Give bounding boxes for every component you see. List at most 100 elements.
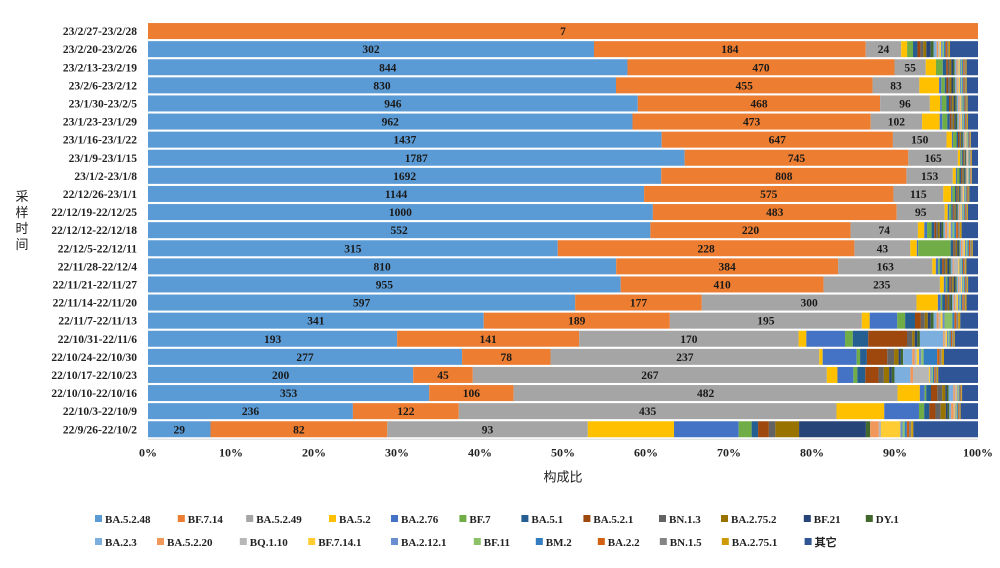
bar-segment (861, 312, 870, 329)
legend-swatch (329, 515, 336, 522)
bar-segment (955, 95, 957, 112)
bar-segment (902, 421, 905, 438)
bar-segment (958, 403, 959, 420)
bar-segment (919, 348, 922, 365)
bar-segment (952, 258, 954, 275)
bar-segment (946, 95, 950, 112)
bar-segment (148, 421, 211, 438)
bar-segment (945, 276, 948, 293)
bar-segment (397, 330, 580, 347)
legend-swatch (521, 515, 529, 522)
bar-segment (933, 312, 937, 329)
legend-label: BA.5.2.49 (256, 514, 302, 526)
bar-segment (969, 149, 971, 166)
bar-segment (957, 385, 959, 402)
bar-segment (949, 403, 952, 420)
x-tick-label: 10% (219, 445, 243, 459)
legend-label: DY.1 (876, 514, 899, 526)
bar-segment (966, 258, 978, 275)
bar-segment (943, 185, 952, 202)
data-label: 470 (752, 62, 770, 74)
legend-swatch (721, 515, 728, 522)
bar-segment (893, 185, 944, 202)
bar-segment (952, 294, 954, 311)
bar-segment (870, 113, 923, 130)
bar-segment (964, 185, 965, 202)
bar-segment (965, 131, 967, 148)
category-label: 22/10/10-22/10/16 (51, 388, 137, 400)
bar-segment (904, 421, 907, 438)
bar-segment (961, 95, 963, 112)
bar-segment (944, 330, 946, 347)
bar-segment (472, 366, 827, 383)
bar-segment (836, 403, 885, 420)
bar-segment (953, 258, 959, 275)
bar-segment (887, 348, 895, 365)
bar-segment (900, 421, 903, 438)
bar-segment (954, 59, 957, 76)
bar-segment (958, 204, 960, 221)
bar-segment (945, 222, 948, 239)
bar-segment (826, 366, 838, 383)
bar-segment (387, 421, 588, 438)
bar-segment (945, 403, 948, 420)
data-label: 200 (272, 370, 290, 382)
legend-swatch (459, 515, 467, 522)
bar-segment (959, 258, 961, 275)
bar-segment (650, 222, 851, 239)
legend-label: BA.2.12.1 (401, 537, 447, 549)
data-label: 115 (910, 189, 927, 201)
bar-segment (943, 330, 945, 347)
x-tick-label: 80% (800, 445, 824, 459)
bar-segment (949, 294, 951, 311)
bar-segment (852, 330, 869, 347)
bar-segment (969, 185, 978, 202)
bar-segment (956, 403, 958, 420)
bar-segment (954, 77, 957, 94)
bar-segment (968, 131, 970, 148)
bar-segment (352, 403, 459, 420)
bar-segment (738, 421, 752, 438)
bar-segment (958, 185, 959, 202)
bar-segment (950, 240, 954, 257)
bar-segment (960, 258, 962, 275)
data-label: 55 (904, 62, 916, 74)
data-label: 153 (921, 171, 939, 183)
data-label: 189 (568, 316, 586, 328)
category-label: 23/1/9-23/1/15 (69, 153, 138, 165)
category-label: 22/12/12-22/12/18 (51, 225, 137, 237)
bar-segment (947, 294, 950, 311)
bar-segment (462, 348, 551, 365)
bar-segment (917, 222, 925, 239)
bar-segment (956, 59, 958, 76)
data-label: 844 (379, 62, 397, 74)
data-label: 82 (293, 424, 305, 436)
bar-segment (148, 294, 576, 311)
bar-segment (913, 366, 929, 383)
bar-segment (952, 131, 957, 148)
bar-segment (958, 240, 960, 257)
bar-segment (907, 41, 914, 58)
bar-segment (966, 131, 968, 148)
bar-segment (937, 385, 943, 402)
data-label: 808 (775, 171, 793, 183)
bar-segment (935, 258, 939, 275)
bar-segment (939, 348, 942, 365)
legend-label: BF.11 (484, 537, 510, 549)
bar-segment (939, 222, 942, 239)
bar-segment (969, 167, 971, 184)
bar-segment (960, 59, 963, 76)
bar-segment (966, 185, 968, 202)
bar-segment (966, 59, 978, 76)
bar-segment (914, 348, 917, 365)
data-label: 455 (736, 80, 754, 92)
bar-segment (971, 149, 978, 166)
bar-segment (951, 131, 953, 148)
data-label: 24 (878, 44, 890, 56)
legend-label: BA.2.2 (608, 537, 640, 549)
bar-segment (971, 167, 972, 184)
legend-swatch (95, 515, 102, 522)
bar-segment (148, 348, 463, 365)
bar-segment (148, 385, 430, 402)
bar-segment (945, 294, 947, 311)
